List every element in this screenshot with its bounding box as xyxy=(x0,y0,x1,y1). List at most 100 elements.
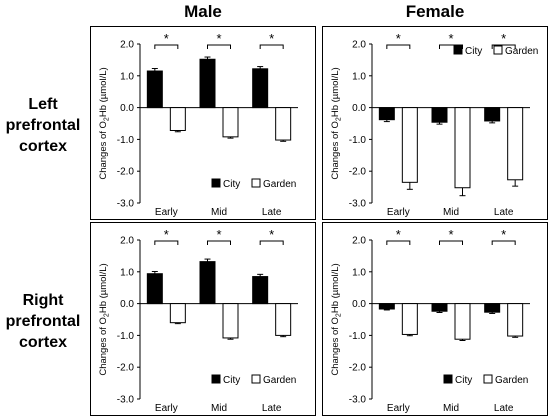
significance-star: * xyxy=(448,227,453,242)
chart-panel-right-male: Changes of O2Hb (µmol/L) 2.0 1.0 0.0 -1.0 -2.… xyxy=(90,222,316,416)
garden-bar xyxy=(507,303,524,337)
y-tick-label: 2.0 xyxy=(120,236,134,247)
significance-star: * xyxy=(396,227,401,242)
x-category-label: Mid xyxy=(211,207,227,218)
significance-bracket xyxy=(154,44,179,49)
row-title-line: cortex xyxy=(18,334,68,351)
city-bar xyxy=(484,303,501,313)
y-tick-label: 0.0 xyxy=(352,103,366,114)
chart-panel-right-female: Changes of O2Hb (µmol/L) 2.0 1.0 0.0 -1.0 -2.… xyxy=(322,222,548,416)
x-category-label: Late xyxy=(262,207,282,218)
y-tick-label: -2.0 xyxy=(117,363,135,374)
x-category-label: Late xyxy=(262,403,282,414)
x-category-label: Mid xyxy=(211,403,227,414)
garden-bar xyxy=(169,107,186,131)
row-title-right-prefrontal-cortex: Right prefrontal cortex xyxy=(0,290,86,353)
y-tick-label: 1.0 xyxy=(352,71,366,82)
y-tick-label: -3.0 xyxy=(349,395,367,406)
y-tick-label: 1.0 xyxy=(352,267,366,278)
y-axis-label-subscript: 2 xyxy=(104,313,111,317)
y-tick-label: -3.0 xyxy=(117,199,135,210)
significance-star: * xyxy=(269,31,274,46)
x-category-label: Early xyxy=(387,207,410,218)
y-tick-label: 1.0 xyxy=(120,267,134,278)
legend-label-city: City xyxy=(455,375,472,386)
significance-star: * xyxy=(269,227,274,242)
y-tick-label: 0.0 xyxy=(352,299,366,310)
garden-bar xyxy=(454,303,471,340)
city-bar xyxy=(378,107,395,121)
y-tick-label: 1.0 xyxy=(120,71,134,82)
city-bar xyxy=(378,303,395,310)
x-category-label: Early xyxy=(387,403,410,414)
legend-label-garden: Garden xyxy=(263,375,296,386)
x-category-label: Mid xyxy=(443,403,459,414)
panel-frame xyxy=(322,26,548,220)
y-axis-label-subscript: 2 xyxy=(336,313,343,317)
row-title-line: Right xyxy=(22,292,64,309)
row-title-line: prefrontal xyxy=(5,117,81,134)
legend-swatch-garden xyxy=(251,374,261,384)
legend-label-garden: Garden xyxy=(505,46,538,57)
garden-bar xyxy=(401,107,418,183)
significance-star: * xyxy=(216,31,221,46)
y-tick-label: 2.0 xyxy=(120,40,134,51)
city-bar xyxy=(146,70,163,109)
y-axis-label-part: Changes of O xyxy=(330,317,341,376)
garden-bar xyxy=(275,303,292,336)
x-category-label: Early xyxy=(155,403,178,414)
significance-star: * xyxy=(448,31,453,46)
significance-bracket xyxy=(154,240,179,245)
significance-bracket xyxy=(207,44,231,49)
row-title-line: Left xyxy=(28,96,58,113)
city-bar xyxy=(199,58,216,109)
significance-star: * xyxy=(216,227,221,242)
legend-label-garden: Garden xyxy=(263,179,296,190)
significance-bracket xyxy=(439,240,463,245)
y-axis-label: Changes of O2Hb (µmol/L) xyxy=(98,263,111,375)
panel-frame xyxy=(90,222,316,416)
y-tick-label: 0.0 xyxy=(120,299,134,310)
significance-star: * xyxy=(164,31,169,46)
y-tick-label: 2.0 xyxy=(352,40,366,51)
city-bar xyxy=(146,273,163,305)
x-category-label: Late xyxy=(494,207,514,218)
legend-label-garden: Garden xyxy=(495,375,528,386)
legend-swatch-garden xyxy=(483,374,493,384)
y-axis-label-part: Hb (µmol/L) xyxy=(98,263,109,313)
chart-panel-left-male: Changes of O2Hb (µmol/L) 2.0 1.0 0.0 -1.0 -2.… xyxy=(90,26,316,220)
legend-label-city: City xyxy=(223,375,240,386)
significance-star: * xyxy=(396,31,401,46)
city-bar xyxy=(252,276,269,305)
y-axis-label-part: Hb (µmol/L) xyxy=(330,67,341,117)
city-bar xyxy=(484,107,501,122)
y-tick-label: 2.0 xyxy=(352,236,366,247)
significance-bracket xyxy=(207,240,231,245)
row-title-left-prefrontal-cortex: Left prefrontal cortex xyxy=(0,94,86,157)
y-axis-label-part: Changes of O xyxy=(330,121,341,180)
column-title-male: Male xyxy=(184,2,222,21)
panel-frame xyxy=(90,26,316,220)
significance-star: * xyxy=(501,227,506,242)
garden-bar xyxy=(275,107,292,141)
legend-swatch-city xyxy=(453,45,463,55)
y-axis-label-part: Hb (µmol/L) xyxy=(98,67,109,117)
y-tick-label: 0.0 xyxy=(120,103,134,114)
legend-label-city: City xyxy=(223,179,240,190)
y-axis-label-part: Changes of O xyxy=(98,317,109,376)
city-bar xyxy=(431,303,448,312)
significance-bracket xyxy=(386,240,411,245)
y-axis-label: Changes of O2Hb (µmol/L) xyxy=(330,263,343,375)
y-axis-label-subscript: 2 xyxy=(336,117,343,121)
chart-panel-left-female: Changes of O2Hb (µmol/L) 2.0 1.0 0.0 -1.0 -2.… xyxy=(322,26,548,220)
y-tick-label: -3.0 xyxy=(349,199,367,210)
legend-swatch-city xyxy=(211,178,221,188)
y-tick-label: -2.0 xyxy=(117,167,135,178)
garden-bar xyxy=(222,303,239,339)
y-axis-label: Changes of O2Hb (µmol/L) xyxy=(98,67,111,179)
city-bar xyxy=(252,68,269,109)
row-title-line: prefrontal xyxy=(5,313,81,330)
legend-swatch-garden xyxy=(493,45,503,55)
significance-bracket xyxy=(491,240,516,245)
significance-star: * xyxy=(164,227,169,242)
